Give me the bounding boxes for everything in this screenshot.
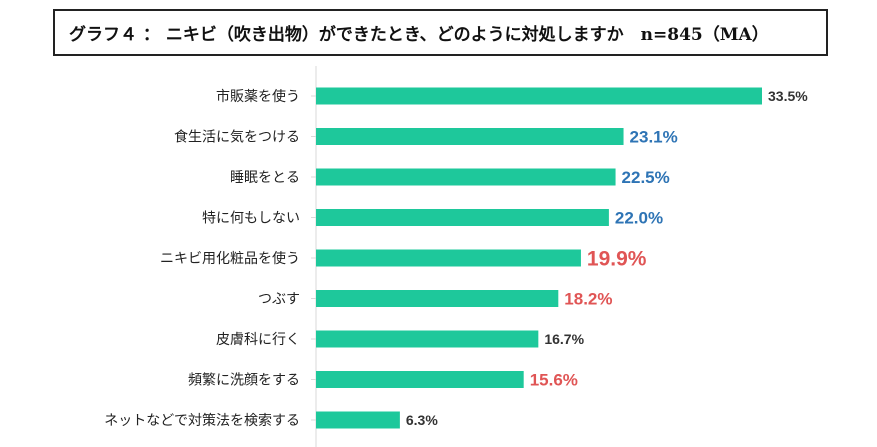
data-label: 22.5% bbox=[622, 168, 670, 187]
data-label: 18.2% bbox=[564, 290, 612, 309]
data-label: 16.7% bbox=[544, 331, 584, 347]
data-label: 23.1% bbox=[630, 128, 678, 147]
bar bbox=[316, 411, 400, 429]
bar-chart: 市販薬を使う 33.5% 食生活に気をつける 23.1% 睡眠をとる 22.5% 特に何もし… bbox=[104, 66, 808, 447]
bar bbox=[316, 290, 559, 307]
category-label: 食生活に気をつける bbox=[174, 129, 300, 146]
bar bbox=[316, 371, 524, 388]
chart-title: グラフ４ ： ニキビ（吹き出物）ができたとき、どのように対処しますか n=845… bbox=[53, 9, 828, 56]
category-label: 睡眠をとる bbox=[230, 170, 300, 186]
data-label: 15.6% bbox=[530, 371, 578, 390]
category-label: ネットなどで対策法を検索する bbox=[104, 412, 300, 429]
bar bbox=[316, 128, 624, 145]
bar bbox=[316, 87, 762, 105]
category-label: 頻繁に洗顔をする bbox=[188, 373, 300, 389]
category-label: ニキビ用化粧品を使う bbox=[160, 250, 300, 267]
data-label: 6.3% bbox=[406, 412, 438, 428]
category-label: 市販薬を使う bbox=[216, 88, 300, 105]
bar bbox=[316, 168, 616, 186]
bar bbox=[316, 249, 581, 267]
data-label: 19.9% bbox=[587, 248, 647, 271]
bar bbox=[316, 330, 539, 348]
data-label: 33.5% bbox=[768, 88, 808, 104]
category-label: 皮膚科に行く bbox=[216, 332, 300, 348]
category-label: 特に何もしない bbox=[202, 211, 300, 227]
bar bbox=[316, 209, 609, 226]
category-label: つぶす bbox=[258, 292, 300, 308]
data-label: 22.0% bbox=[615, 209, 663, 228]
